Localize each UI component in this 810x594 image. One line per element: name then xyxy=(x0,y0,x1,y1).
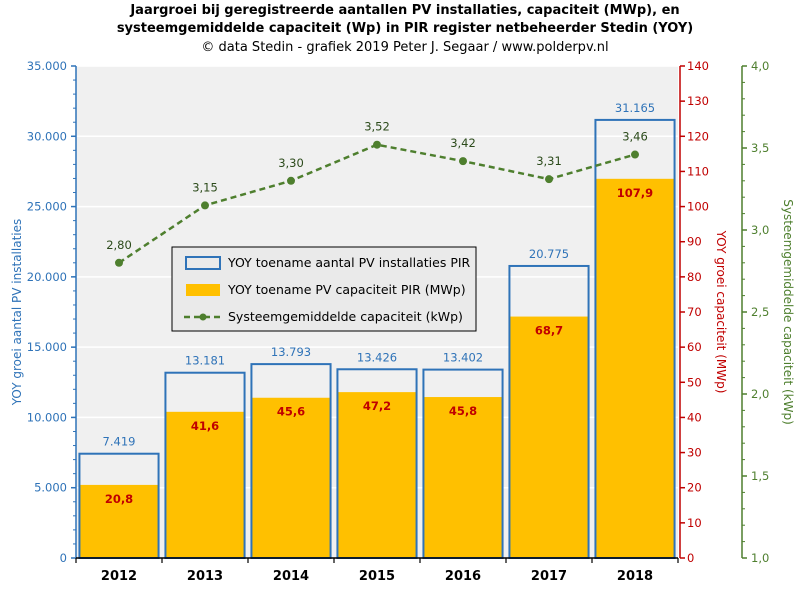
legend-box xyxy=(171,246,477,332)
legend-label-installations: YOY toename aantal PV installaties PIR xyxy=(227,255,471,270)
left-axis-tick-label: 25.000 xyxy=(27,200,67,214)
capacity-data-label: 47,2 xyxy=(363,399,391,413)
average-capacity-point xyxy=(287,176,295,185)
x-axis-tick-label: 2016 xyxy=(445,569,481,584)
right-axis-capacity-tick-label: 90 xyxy=(687,235,702,249)
x-axis-tick-label: 2014 xyxy=(273,569,309,584)
capacity-data-label: 41,6 xyxy=(191,419,219,433)
capacity-data-label: 45,8 xyxy=(449,404,477,418)
average-capacity-point xyxy=(545,175,553,184)
left-axis-tick-label: 20.000 xyxy=(27,270,67,284)
right-axis-capacity-tick-label: 130 xyxy=(687,94,709,108)
installations-data-label: 13.402 xyxy=(443,351,483,365)
x-axis-tick-label: 2013 xyxy=(187,569,223,584)
right-axis-capacity-tick-label: 0 xyxy=(687,551,694,565)
average-capacity-data-label: 3,30 xyxy=(278,156,304,170)
legend-swatch-installations xyxy=(185,256,221,270)
x-axis-tick-label: 2015 xyxy=(359,569,395,584)
right-axis-capacity-tick-label: 80 xyxy=(687,270,702,284)
average-capacity-point xyxy=(459,157,467,166)
average-capacity-data-label: 3,52 xyxy=(364,120,390,134)
capacity-data-label: 45,6 xyxy=(277,405,305,419)
right-axis-average-tick-label: 3,5 xyxy=(751,141,769,155)
average-capacity-data-label: 2,80 xyxy=(106,238,132,252)
right-axis-capacity-tick-label: 120 xyxy=(687,129,709,143)
capacity-bar xyxy=(509,316,589,558)
right-axis-capacity-tick-label: 110 xyxy=(687,164,709,178)
capacity-bar xyxy=(165,411,245,558)
installations-data-label: 20.775 xyxy=(529,247,569,261)
capacity-data-label: 68,7 xyxy=(535,324,563,338)
left-axis-tick-label: 0 xyxy=(60,551,67,565)
right-axis-average-tick-label: 4,0 xyxy=(751,59,769,73)
right-axis-average-tick-label: 1,0 xyxy=(751,551,769,565)
right-axis-capacity-tick-label: 10 xyxy=(687,516,702,530)
right-axis-capacity-tick-label: 50 xyxy=(687,375,702,389)
left-axis-tick-label: 10.000 xyxy=(27,410,67,424)
right-axis-average-tick-label: 2,0 xyxy=(751,387,769,401)
average-capacity-point xyxy=(115,258,123,267)
average-capacity-data-label: 3,46 xyxy=(622,130,648,144)
right-axis-average-tick-label: 2,5 xyxy=(751,305,769,319)
right-axis-capacity-tick-label: 40 xyxy=(687,410,702,424)
left-axis-tick-label: 30.000 xyxy=(27,129,67,143)
left-axis-tick-label: 5.000 xyxy=(34,481,67,495)
chart-subtitle: © data Stedin - grafiek 2019 Peter J. Se… xyxy=(201,40,609,55)
average-capacity-data-label: 3,42 xyxy=(450,136,476,150)
right-axis-average-tick-label: 1,5 xyxy=(751,469,769,483)
legend-swatch-capacity xyxy=(186,284,220,296)
right-axis-capacity-title: YOY groei capaciteit (MWp) xyxy=(714,230,728,394)
installations-data-label: 13.181 xyxy=(185,354,225,368)
right-axis-capacity-tick-label: 60 xyxy=(687,340,702,354)
capacity-bar xyxy=(423,397,503,558)
right-axis-capacity-tick-label: 70 xyxy=(687,305,702,319)
right-axis-capacity-tick-label: 20 xyxy=(687,481,702,495)
legend-label-average: Systeemgemiddelde capaciteit (kWp) xyxy=(228,309,463,324)
right-axis-average-tick-label: 3,0 xyxy=(751,223,769,237)
average-capacity-point xyxy=(631,150,639,159)
right-axis-capacity-tick-label: 100 xyxy=(687,200,709,214)
capacity-bar xyxy=(79,484,159,558)
right-axis-average-title: Systeemgemiddelde capaciteit (kWp) xyxy=(781,199,795,425)
x-axis-tick-label: 2017 xyxy=(531,569,567,584)
x-axis-tick-label: 2012 xyxy=(101,569,137,584)
installations-data-label: 13.426 xyxy=(357,350,397,364)
chart-title-line-1: Jaargroei bij geregistreerde aantallen P… xyxy=(130,3,680,18)
average-capacity-point xyxy=(373,140,381,149)
average-capacity-data-label: 3,15 xyxy=(192,180,218,194)
legend-label-capacity: YOY toename PV capaciteit PIR (MWp) xyxy=(227,282,466,297)
left-axis-tick-label: 35.000 xyxy=(27,59,67,73)
capacity-data-label: 107,9 xyxy=(617,186,653,200)
chart-title-line-2: systeemgemiddelde capaciteit (Wp) in PIR… xyxy=(116,21,694,36)
legend-swatch-average-marker xyxy=(199,313,207,321)
left-axis-tick-label: 15.000 xyxy=(27,340,67,354)
installations-data-label: 31.165 xyxy=(615,101,655,115)
right-axis-capacity-tick-label: 30 xyxy=(687,446,702,460)
average-capacity-point xyxy=(201,201,209,210)
capacity-bar xyxy=(337,392,417,558)
capacity-data-label: 20,8 xyxy=(105,492,133,506)
left-axis-title: YOY groei aantal PV installaties xyxy=(10,219,24,407)
right-axis-capacity-tick-label: 140 xyxy=(687,59,709,73)
x-axis-tick-label: 2018 xyxy=(617,569,653,584)
capacity-bar xyxy=(251,397,331,558)
capacity-bar xyxy=(595,178,675,558)
average-capacity-data-label: 3,31 xyxy=(536,154,562,168)
installations-data-label: 13.793 xyxy=(271,345,311,359)
installations-data-label: 7.419 xyxy=(103,435,136,449)
